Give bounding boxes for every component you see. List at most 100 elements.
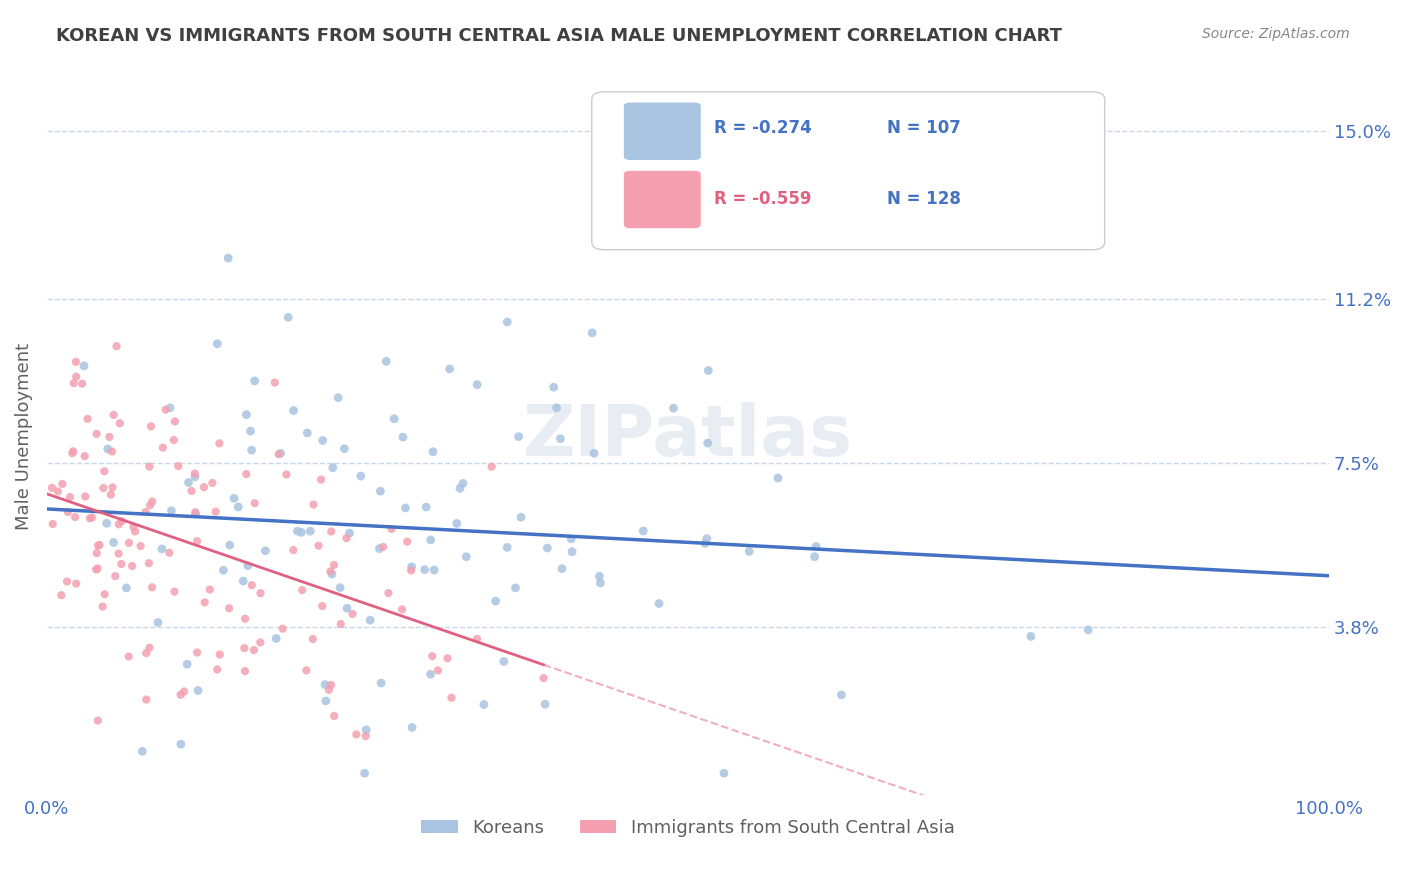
Point (93, 464, 115, 478)
Point (105, 339, 128, 353)
Point (319, 678, 342, 692)
Point (254, 543, 277, 558)
Point (129, 539, 152, 553)
FancyBboxPatch shape (624, 103, 700, 160)
Point (104, 569, 127, 583)
Point (60, 446, 83, 460)
Point (328, 391, 350, 405)
Point (375, 354, 398, 368)
Point (184, 505, 207, 519)
Point (276, 467, 298, 482)
Point (301, 632, 323, 646)
Point (93, 481, 115, 495)
Point (51, 588, 73, 602)
Point (159, 401, 181, 415)
Point (79, 511, 101, 525)
Point (662, 401, 685, 416)
Point (56, 574, 79, 589)
Point (86, 426, 108, 441)
Point (194, 595, 217, 609)
Point (86, 561, 108, 575)
Point (440, 690, 463, 705)
Point (321, 567, 343, 582)
Point (693, 536, 716, 550)
Point (451, 476, 474, 491)
Point (314, 677, 336, 691)
Point (100, 487, 122, 501)
Point (218, 538, 240, 552)
Point (122, 520, 145, 534)
Point (86, 546, 108, 560)
Point (377, 586, 399, 600)
Point (287, 524, 309, 538)
Point (138, 640, 160, 655)
Point (157, 546, 180, 560)
Point (319, 565, 342, 579)
Point (422, 444, 444, 458)
Point (243, 496, 266, 510)
Point (804, 540, 827, 554)
Point (415, 500, 437, 514)
Y-axis label: Male Unemployment: Male Unemployment (15, 343, 32, 530)
Point (212, 563, 235, 577)
Point (107, 517, 129, 532)
Point (186, 534, 208, 549)
Point (180, 483, 202, 498)
Point (380, 522, 402, 536)
Point (419, 533, 441, 547)
Text: KOREAN VS IMMIGRANTS FROM SOUTH CENTRAL ASIA MALE UNEMPLOYMENT CORRELATION CHART: KOREAN VS IMMIGRANTS FROM SOUTH CENTRAL … (56, 27, 1063, 45)
Point (492, 654, 515, 668)
Point (155, 402, 177, 417)
Point (222, 491, 245, 506)
Point (399, 563, 422, 577)
Point (124, 524, 146, 539)
Legend: Koreans, Immigrants from South Central Asia: Koreans, Immigrants from South Central A… (415, 812, 962, 844)
Point (218, 601, 240, 615)
Point (589, 575, 612, 590)
Point (87, 539, 110, 553)
Point (510, 510, 533, 524)
Point (207, 336, 229, 351)
Point (533, 671, 555, 685)
Point (697, 363, 720, 377)
Point (270, 446, 292, 460)
Point (436, 651, 458, 665)
Point (110, 557, 132, 571)
Point (333, 442, 356, 456)
Point (184, 467, 207, 481)
Point (160, 504, 183, 518)
Point (465, 377, 488, 392)
Point (283, 543, 305, 558)
Point (121, 559, 143, 574)
Point (98, 430, 121, 444)
Point (101, 444, 124, 458)
Point (803, 549, 825, 564)
Point (233, 641, 256, 656)
Point (534, 697, 557, 711)
Point (543, 380, 565, 394)
Point (318, 682, 340, 697)
Point (311, 434, 333, 448)
FancyBboxPatch shape (624, 170, 700, 228)
Point (267, 447, 290, 461)
Point (277, 310, 299, 325)
Point (329, 581, 352, 595)
Point (97, 442, 120, 456)
Point (41, 516, 63, 531)
Point (271, 622, 294, 636)
Point (581, 326, 603, 340)
Point (118, 536, 141, 550)
Point (91, 599, 114, 614)
Point (138, 459, 160, 474)
Point (89, 538, 111, 552)
Point (297, 425, 319, 440)
Point (322, 460, 344, 475)
Point (264, 632, 287, 646)
Point (41, 481, 63, 495)
Text: R = -0.274: R = -0.274 (714, 119, 811, 136)
Point (108, 417, 131, 431)
Point (152, 441, 174, 455)
Point (505, 581, 527, 595)
Point (135, 692, 157, 706)
Point (696, 532, 718, 546)
